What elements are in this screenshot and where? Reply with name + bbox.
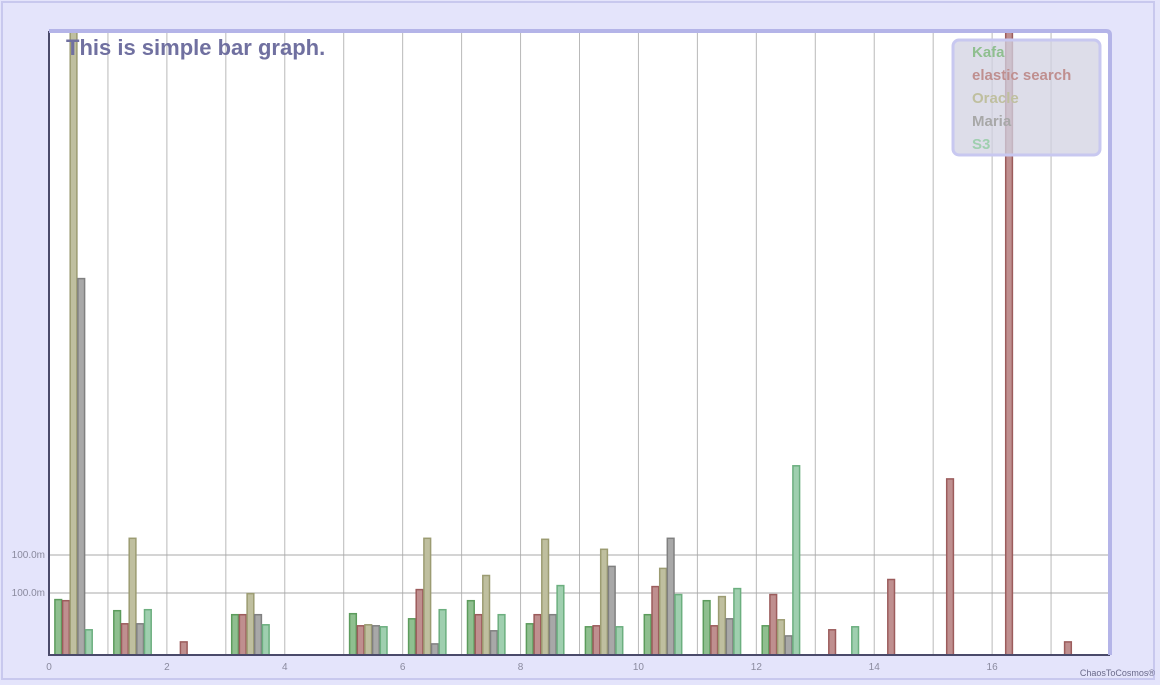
axes: [48, 29, 1112, 656]
bar-s3: [615, 626, 624, 656]
bar-kafa: [761, 625, 770, 656]
bar-elastic-search: [592, 625, 601, 656]
bar-s3: [497, 613, 506, 656]
bar-kafa: [525, 623, 534, 656]
bar-s3: [438, 608, 447, 656]
bar-elastic-search: [474, 613, 483, 656]
legend-box: [951, 38, 1102, 157]
bar-maria: [666, 537, 675, 656]
bar-elastic-search: [710, 625, 719, 656]
y-tick-label: 100.0m: [12, 588, 45, 599]
bar-maria: [607, 565, 616, 656]
x-tick-label: 16: [987, 662, 999, 673]
x-tick-label: 4: [282, 662, 288, 673]
bar-oracle: [69, 30, 78, 656]
y-axis-ticks: 100.0m 100.0m: [12, 550, 45, 599]
bar-oracle: [246, 592, 255, 656]
legend-item: elastic search: [972, 67, 1071, 84]
x-tick-label: 6: [400, 662, 406, 673]
x-tick-label: 12: [751, 662, 763, 673]
bar-elastic-search: [533, 613, 542, 656]
legend: Kafa elastic search Oracle Maria S3: [951, 38, 1102, 157]
bar-kafa: [466, 599, 475, 656]
bar-oracle: [776, 619, 786, 656]
bar-oracle: [717, 595, 727, 656]
x-axis-ticks: 0 2 4 6 8 10 12 14 16: [46, 662, 998, 673]
x-tick-label: 10: [633, 662, 645, 673]
bar-s3: [792, 465, 801, 656]
bar-oracle: [658, 567, 668, 656]
bar-elastic-search: [238, 613, 247, 656]
horizontal-grid: [49, 554, 1110, 594]
legend-item: Kafa: [972, 44, 1005, 61]
bar-maria: [489, 630, 498, 656]
x-tick-label: 8: [518, 662, 524, 673]
bar-oracle: [482, 574, 491, 656]
legend-item: Oracle: [972, 90, 1019, 107]
bar-elastic-search: [828, 629, 837, 656]
bar-kafa: [113, 609, 122, 656]
bar-elastic-search: [356, 625, 365, 656]
bar-maria: [253, 613, 263, 656]
bar-s3: [851, 626, 860, 656]
bar-kafa: [643, 613, 652, 656]
bar-elastic-search: [61, 599, 71, 656]
bar-oracle: [541, 538, 550, 656]
bar-kafa: [407, 618, 417, 656]
bar-oracle: [599, 548, 609, 656]
bar-maria: [371, 625, 381, 656]
bar-s3: [379, 626, 388, 656]
bar-maria: [548, 613, 557, 656]
bar-elastic-search: [415, 588, 424, 656]
chart-title: This is simple bar graph.: [66, 35, 325, 60]
credit-label: ChaosToCosmos®: [1080, 668, 1156, 678]
x-tick-label: 2: [164, 662, 170, 673]
legend-item: S3: [972, 136, 990, 153]
legend-item: Maria: [972, 113, 1012, 130]
bar-maria: [77, 277, 86, 656]
bar-kafa: [584, 626, 593, 656]
bar-maria: [136, 623, 145, 656]
bar-oracle: [128, 537, 137, 656]
bar-kafa: [348, 612, 358, 656]
bar-s3: [84, 629, 93, 656]
bar-oracle: [364, 624, 373, 656]
bar-elastic-search: [1063, 641, 1073, 656]
bar-kafa: [230, 613, 240, 656]
bar-s3: [733, 587, 742, 656]
bar-s3: [261, 624, 270, 656]
bar-s3: [556, 584, 565, 656]
x-tick-label: 0: [46, 662, 52, 673]
y-tick-label: 100.0m: [12, 550, 45, 561]
bar-s3: [143, 608, 152, 656]
bar-elastic-search: [651, 585, 660, 656]
bar-oracle: [423, 537, 432, 656]
bar-elastic-search: [945, 478, 955, 656]
bar-elastic-search: [769, 593, 778, 656]
bar-s3: [674, 593, 683, 656]
plot-border: [49, 29, 1112, 655]
bar-kafa: [54, 598, 63, 656]
bar-maria: [430, 643, 439, 656]
bar-elastic-search: [120, 623, 129, 656]
bar-elastic-search: [887, 578, 896, 656]
bar-maria: [784, 635, 793, 656]
x-tick-label: 14: [869, 662, 881, 673]
bar-kafa: [702, 599, 711, 656]
bar-elastic-search: [179, 641, 188, 656]
bar-maria: [725, 618, 734, 656]
